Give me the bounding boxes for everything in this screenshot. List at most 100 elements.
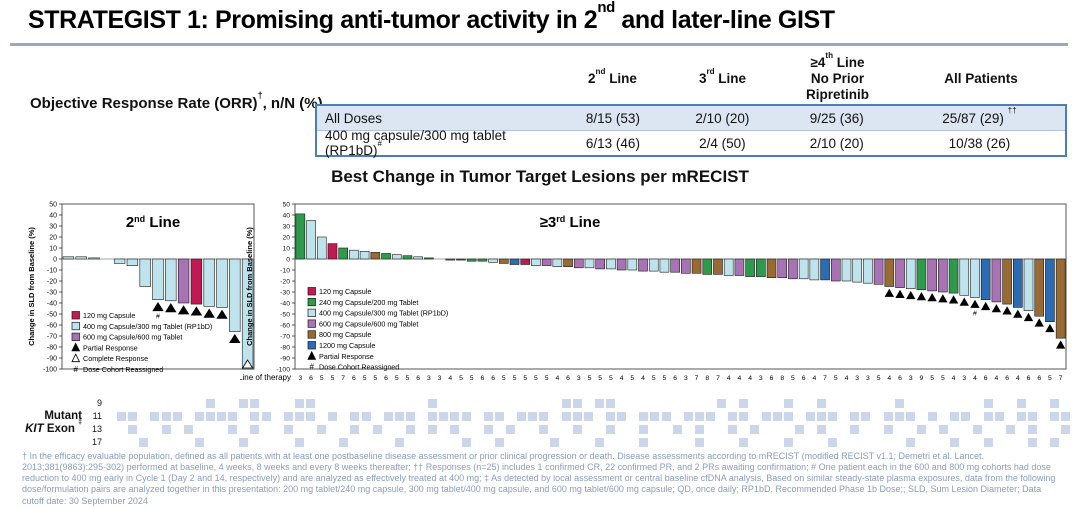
svg-text:0: 0 <box>53 256 57 263</box>
kit-exon-cell <box>538 438 549 447</box>
kit-exon-cell <box>783 399 794 408</box>
kit-exon-cell <box>172 438 183 447</box>
kit-exon-cell <box>794 438 805 447</box>
kit-exon-cell <box>649 438 660 447</box>
svg-text:8: 8 <box>705 375 709 382</box>
kit-exon-cell <box>416 438 427 447</box>
kit-exon-cell <box>527 425 538 434</box>
kit-exon-cell <box>916 425 927 434</box>
kit-exon-cell <box>349 425 360 434</box>
kit-exon-cell <box>772 425 783 434</box>
kit-exon-cell <box>938 425 949 434</box>
svg-text:-80: -80 <box>47 344 57 351</box>
kit-exon-row <box>105 410 1072 423</box>
waterfall-chart-2nd-line: 50 40 30 20 10 0 -10 -20 -30 -40 -50 -60 -70 -80 -90 -1… <box>25 194 257 394</box>
svg-text:-40: -40 <box>47 300 57 307</box>
kit-exon-cell <box>760 438 771 447</box>
kit-exon-cell <box>1005 425 1016 434</box>
svg-text:30: 30 <box>49 223 57 230</box>
kit-exon-cell <box>405 412 416 421</box>
svg-text:5: 5 <box>545 375 549 382</box>
kit-exon-cell <box>238 399 249 408</box>
kit-exon-cell <box>594 399 605 408</box>
svg-text:120 mg Capsule: 120 mg Capsule <box>319 287 371 296</box>
kit-exon-cell <box>372 438 383 447</box>
svg-text:3: 3 <box>684 375 688 382</box>
orr-column-header: ≥4th Line No Prior Ripretinib <box>806 50 869 103</box>
kit-exon-cell <box>249 425 260 434</box>
kit-exon-cell <box>172 412 183 421</box>
kit-exon-cell <box>549 412 560 421</box>
kit-exon-cell <box>316 412 327 421</box>
kit-exon-cell <box>738 425 749 434</box>
partial-response-marker <box>216 309 228 319</box>
kit-exon-cell <box>216 412 227 421</box>
kit-exon-cell <box>772 399 783 408</box>
kit-exon-cell <box>205 425 216 434</box>
kit-exon-cell <box>983 425 994 434</box>
kit-exon-cell <box>716 425 727 434</box>
kit-exon-cell <box>338 399 349 408</box>
svg-text:4: 4 <box>845 375 849 382</box>
kit-exon-cell <box>338 425 349 434</box>
kit-exon-cell <box>272 399 283 408</box>
svg-text:2nd Line: 2nd Line <box>126 214 180 231</box>
kit-exon-row <box>105 423 1072 436</box>
waterfall-bar <box>327 243 338 260</box>
svg-text:≥3rd Line: ≥3rd Line <box>540 214 601 231</box>
svg-text:6: 6 <box>1037 375 1041 382</box>
waterfall-bar <box>75 256 87 260</box>
kit-exon-cell <box>894 425 905 434</box>
kit-exon-cell <box>527 438 538 447</box>
kit-exon-cell <box>283 412 294 421</box>
waterfall-bar <box>509 258 520 265</box>
kit-exon-cell <box>1016 425 1027 434</box>
waterfall-bar <box>734 258 745 276</box>
kit-exon-cell <box>516 399 527 408</box>
kit-exon-cell <box>1060 438 1071 447</box>
svg-text:-50: -50 <box>280 311 290 318</box>
kit-exon-cell <box>805 425 816 434</box>
kit-exon-cell <box>127 438 138 447</box>
svg-text:3: 3 <box>427 375 431 382</box>
svg-text:4: 4 <box>555 375 559 382</box>
kit-exon-cell <box>183 425 194 434</box>
svg-text:20: 20 <box>282 234 290 241</box>
kit-exon-cell <box>560 412 571 421</box>
waterfall-bar <box>916 258 927 291</box>
kit-exon-cell <box>605 399 616 408</box>
kit-exon-cell <box>138 438 149 447</box>
partial-response-marker <box>165 303 177 313</box>
kit-exon-cell <box>594 425 605 434</box>
kit-exon-cell <box>116 412 127 421</box>
kit-exon-cell <box>572 399 583 408</box>
kit-exon-cell <box>472 399 483 408</box>
kit-exon-cell <box>494 399 505 408</box>
kit-exon-cell <box>949 438 960 447</box>
kit-exon-cell <box>194 399 205 408</box>
kit-label-line1: Mutant <box>44 410 82 422</box>
kit-exon-cell <box>627 399 638 408</box>
kit-exon-cell <box>1016 438 1027 447</box>
waterfall-bar <box>884 258 895 287</box>
svg-text:3: 3 <box>909 375 913 382</box>
kit-exon-cell <box>438 399 449 408</box>
kit-exon-cell <box>938 399 949 408</box>
kit-exon-cell <box>372 412 383 421</box>
waterfall-bar <box>349 249 359 260</box>
kit-exon-cell <box>1049 425 1060 434</box>
svg-text:5: 5 <box>930 375 934 382</box>
kit-exon-cell <box>694 438 705 447</box>
kit-exon-cell <box>827 438 838 447</box>
kit-exon-cell <box>227 438 238 447</box>
kit-exon-cell <box>183 412 194 421</box>
svg-text:5: 5 <box>513 375 517 382</box>
kit-exon-cell <box>483 412 494 421</box>
svg-text:3: 3 <box>962 375 966 382</box>
svg-text:6: 6 <box>770 375 774 382</box>
waterfall-bar <box>391 254 402 260</box>
kit-exon-cell <box>1060 412 1071 421</box>
kit-exon-cell <box>327 412 338 421</box>
kit-exon-cell <box>472 438 483 447</box>
kit-exon-cell <box>960 438 971 447</box>
